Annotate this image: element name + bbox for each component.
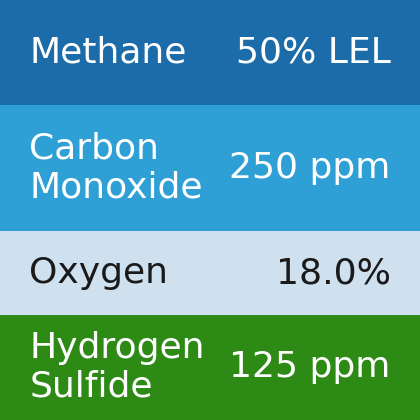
Bar [0,231,420,315]
Bar [0,0,420,105]
Text: 18.0%: 18.0% [276,256,391,290]
Text: 125 ppm: 125 ppm [229,351,391,384]
Bar [0,105,420,231]
Text: Hydrogen
Sulfide: Hydrogen Sulfide [29,331,205,404]
Text: Carbon
Monoxide: Carbon Monoxide [29,132,203,204]
Text: 50% LEL: 50% LEL [236,36,391,69]
Text: Methane: Methane [29,36,187,69]
Text: Oxygen: Oxygen [29,256,168,290]
Bar [0,315,420,420]
Text: 250 ppm: 250 ppm [229,151,391,185]
